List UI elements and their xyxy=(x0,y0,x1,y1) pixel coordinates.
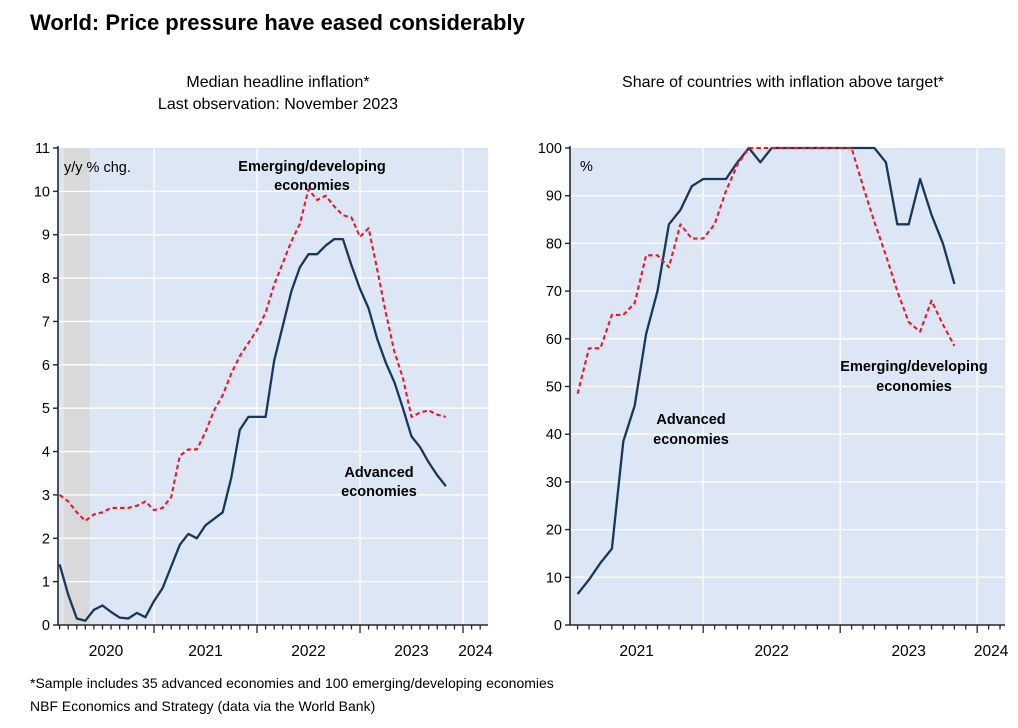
x-year-label: 2020 xyxy=(89,643,124,660)
y-tick-label: 10 xyxy=(34,184,50,200)
plot-area xyxy=(58,148,488,625)
y-tick-label: 2 xyxy=(42,531,50,547)
y-tick-label: 30 xyxy=(546,475,562,491)
advanced-series-label: economies xyxy=(653,432,729,448)
x-year-label: 2022 xyxy=(754,643,788,660)
advanced-series-label: Advanced xyxy=(344,465,413,481)
footnote-source: NBF Economics and Strategy (data via the… xyxy=(30,698,376,714)
left-chart-title-main: Median headline inflation* xyxy=(186,74,370,91)
emerging-series-label: Emerging/developing xyxy=(840,359,987,375)
x-year-label: 2024 xyxy=(974,643,1009,660)
y-tick-label: 10 xyxy=(546,570,562,586)
footnote-sample: *Sample includes 35 advanced economies a… xyxy=(30,675,554,691)
y-tick-label: 8 xyxy=(42,271,50,287)
y-tick-label: 20 xyxy=(546,523,562,539)
x-year-label: 2023 xyxy=(394,643,428,660)
y-tick-label: 9 xyxy=(42,228,50,244)
x-year-label: 2021 xyxy=(188,643,222,660)
y-tick-label: 40 xyxy=(546,427,562,443)
y-tick-label: 70 xyxy=(546,284,562,300)
advanced-series-line xyxy=(576,146,956,595)
x-year-label: 2024 xyxy=(458,643,493,660)
y-tick-label: 0 xyxy=(554,618,562,634)
axis-unit-label: % xyxy=(580,159,593,175)
advanced-series-label: Advanced xyxy=(656,412,725,428)
y-tick-label: 0 xyxy=(42,618,50,634)
y-tick-label: 50 xyxy=(546,380,562,396)
y-tick-label: 3 xyxy=(42,488,50,504)
y-tick-label: 5 xyxy=(42,401,50,417)
page-title: World: Price pressure have eased conside… xyxy=(30,10,525,35)
right-chart-title: Share of countries with inflation above … xyxy=(553,72,1013,94)
y-tick-label: 80 xyxy=(546,236,562,252)
emerging-series-label: economies xyxy=(876,379,952,395)
y-tick-label: 100 xyxy=(538,141,562,157)
left-chart-title-sub: Last observation: November 2023 xyxy=(157,96,399,113)
advanced-series-line xyxy=(58,237,447,622)
x-year-label: 2023 xyxy=(891,643,925,660)
y-tick-label: 11 xyxy=(35,141,50,157)
emerging-series-label: economies xyxy=(274,178,350,194)
y-tick-label: 7 xyxy=(42,314,50,330)
y-tick-label: 4 xyxy=(42,445,50,461)
recession-band xyxy=(63,148,90,625)
left-chart-title: Median headline inflation* Last observat… xyxy=(38,72,518,116)
right-chart-title-main: Share of countries with inflation above … xyxy=(622,74,944,91)
chart-share-above-target: 0 10 20 30 40 50 60 70 80 90 100 2021 2022 2023 2024% A… xyxy=(538,141,1009,660)
chart-median-inflation: 0 1 2 3 4 5 6 7 8 9 10 11 2020 2021 2022 2023 2024 y/y % … xyxy=(34,141,493,660)
x-year-label: 2021 xyxy=(619,643,653,660)
advanced-series-label: economies xyxy=(341,484,417,500)
y-tick-label: 1 xyxy=(42,575,50,591)
y-tick-label: 90 xyxy=(546,189,562,205)
emerging-series-label: Emerging/developing xyxy=(238,159,385,175)
axis-unit-label: y/y % chg. xyxy=(64,160,131,176)
y-tick-label: 60 xyxy=(546,332,562,348)
emerging-series-line xyxy=(58,188,447,522)
y-tick-label: 6 xyxy=(42,358,50,374)
x-year-label: 2022 xyxy=(291,643,325,660)
emerging-series-line xyxy=(576,146,956,394)
